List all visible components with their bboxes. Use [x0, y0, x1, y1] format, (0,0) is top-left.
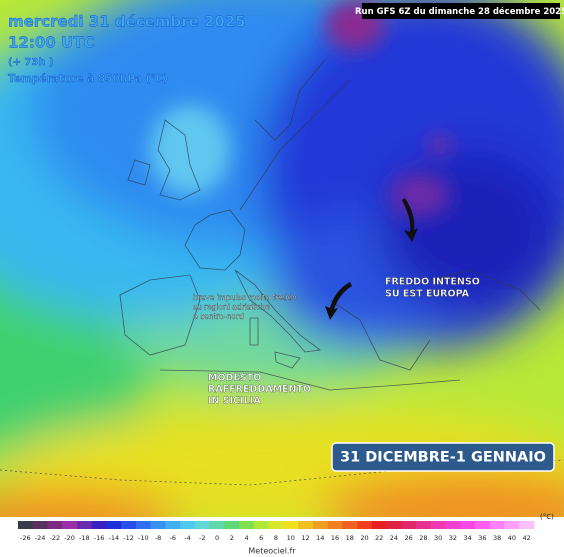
legend-swatch: [401, 521, 417, 529]
legend-swatch: [76, 521, 93, 529]
run-label-bg: [362, 3, 560, 19]
legend-label: 38: [493, 534, 501, 542]
legend-swatch: [209, 521, 225, 529]
annotation: su regioni adriatiche: [193, 303, 270, 312]
badge-bg: [331, 442, 555, 472]
legend-swatch: [194, 521, 210, 529]
legend-swatch: [62, 521, 78, 529]
legend-swatch: [430, 521, 446, 529]
legend-swatch: [150, 521, 166, 529]
annotation: IN SICILIA: [208, 396, 261, 407]
legend-label: 10: [287, 534, 295, 542]
legend-swatch: [47, 521, 63, 529]
legend-swatch: [224, 521, 240, 529]
legend-swatch: [342, 521, 358, 529]
legend-label: 20: [360, 534, 368, 542]
legend-label: 42: [522, 534, 530, 542]
arrows: [325, 198, 418, 320]
legend-swatch: [121, 521, 137, 529]
legend-label: -20: [64, 534, 75, 542]
legend-label: 16: [331, 534, 339, 542]
annotation: SU EST EUROPA: [385, 289, 470, 300]
legend-swatch: [327, 521, 343, 529]
annotation: breve impulso molto freddo: [193, 293, 297, 302]
legend-swatch: [32, 521, 48, 529]
footer: Meteociel.fr: [248, 547, 296, 556]
legend-label: -8: [155, 534, 161, 542]
map-variable: Température à 850hPa (°C): [8, 73, 168, 85]
legend-label: -26: [20, 534, 31, 542]
legend-label: 24: [390, 534, 398, 542]
legend-swatch: [445, 521, 461, 529]
legend-swatch: [91, 521, 107, 529]
legend-label: -4: [184, 534, 190, 542]
legend-swatch: [489, 521, 505, 529]
annotation: MODESTO: [208, 373, 261, 384]
legend-swatch: [504, 521, 520, 529]
badge: 31 DICEMBRE-1 GENNAIO: [340, 450, 546, 466]
header: mercredi 31 décembre 2025 12:00 UTC (+ 7…: [8, 12, 246, 85]
legend-swatch: [460, 521, 476, 529]
legend-label: 40: [508, 534, 516, 542]
annotation: RAFFREDDAMENTO: [208, 384, 311, 395]
legend-label: -22: [50, 534, 61, 542]
legend-swatch: [416, 521, 432, 529]
legend-label: 36: [478, 534, 486, 542]
legend-label: -6: [170, 534, 176, 542]
legend-swatch: [268, 521, 284, 529]
legend-label: 14: [316, 534, 324, 542]
legend-label: 6: [259, 534, 263, 542]
legend-label: 30: [434, 534, 442, 542]
run-label: Run GFS 6Z du dimanche 28 décembre 2025: [355, 6, 564, 17]
map-time: 12:00 UTC: [8, 34, 94, 52]
legend-swatch: [180, 521, 196, 529]
legend-swatch: [312, 521, 328, 529]
legend-label: 28: [419, 534, 427, 542]
legend-label: 34: [464, 534, 472, 542]
legend-label: 22: [375, 534, 383, 542]
legend-label: 32: [449, 534, 457, 542]
legend-label: 0: [215, 534, 219, 542]
legend-swatch: [18, 521, 34, 529]
legend-swatch: [519, 521, 535, 529]
legend-swatch: [135, 521, 151, 529]
legend-label: 26: [405, 534, 413, 542]
legend-label: -14: [109, 534, 120, 542]
legend-label: 12: [301, 534, 309, 542]
legend-swatch: [106, 521, 122, 529]
legend-label: -10: [138, 534, 149, 542]
legend-swatch: [283, 521, 299, 529]
legend-label: 4: [244, 534, 248, 542]
legend-label: -2: [199, 534, 205, 542]
map-lead: (+ 73h ): [8, 57, 54, 68]
legend-swatch: [371, 521, 387, 529]
legend-label: 8: [274, 534, 278, 542]
legend-swatch: [253, 521, 269, 529]
legend-label: -16: [94, 534, 105, 542]
legend-label: -24: [35, 534, 46, 542]
legend-swatch: [239, 521, 255, 529]
legend-label: -18: [79, 534, 90, 542]
legend-label: 2: [230, 534, 234, 542]
annotation: e centro-nord: [193, 312, 244, 321]
legend-swatch: [357, 521, 373, 529]
annotation: FREDDO INTENSO: [385, 277, 480, 288]
legend-label: -12: [123, 534, 134, 542]
legend-swatch: [165, 521, 181, 529]
legend-swatch: [386, 521, 402, 529]
legend-swatch: [298, 521, 314, 529]
legend-unit: (°C): [540, 513, 554, 521]
map-title: mercredi 31 décembre 2025: [8, 13, 246, 31]
legend-swatch: [475, 521, 491, 529]
legend-label: 18: [346, 534, 354, 542]
